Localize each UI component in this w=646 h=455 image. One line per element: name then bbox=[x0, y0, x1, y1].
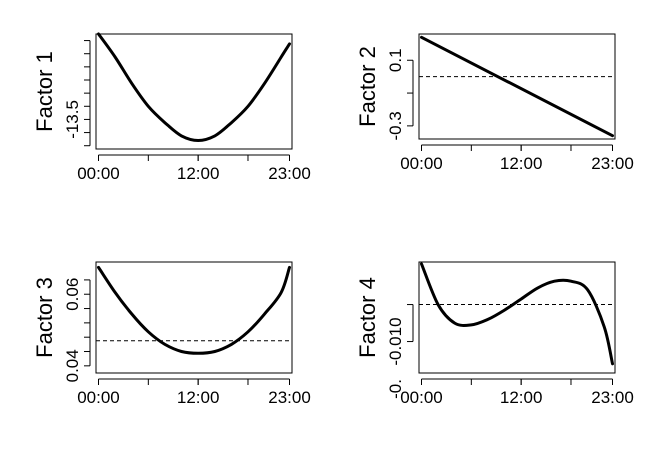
x-tick-label: 23:00 bbox=[591, 154, 634, 173]
x-tick-label: 23:00 bbox=[591, 388, 634, 407]
plot-frame bbox=[418, 261, 616, 374]
series-line bbox=[97, 265, 291, 355]
x-tick-label: 12:00 bbox=[500, 388, 543, 407]
y-tick-label: 0.1 bbox=[386, 48, 405, 72]
y-tick-label: 0.04 bbox=[63, 349, 82, 382]
x-tick-label: 00:00 bbox=[77, 388, 120, 407]
y-tick-label: -0.3 bbox=[386, 111, 405, 140]
y-tick-label: -13.5 bbox=[63, 100, 82, 139]
panel-factor-4: 00:00 12:00 23:00 -0.010 -0. Factor 4 bbox=[355, 261, 634, 407]
plot-frame bbox=[95, 261, 293, 374]
y-tick-label: -0.010 bbox=[386, 317, 405, 365]
x-tick-label: 00:00 bbox=[400, 388, 443, 407]
x-tick-label: 12:00 bbox=[500, 154, 543, 173]
x-tick-label: 23:00 bbox=[268, 164, 311, 183]
y-axis-title: Factor 2 bbox=[355, 46, 380, 127]
x-tick-label: 12:00 bbox=[177, 388, 220, 407]
panel-factor-1: 00:00 12:00 23:00 -13.5 Factor 1 bbox=[32, 32, 311, 183]
y-tick-label: -0. bbox=[386, 379, 405, 399]
x-tick-label: 00:00 bbox=[400, 154, 443, 173]
series-line bbox=[420, 35, 614, 138]
x-tick-label: 23:00 bbox=[268, 388, 311, 407]
panel-factor-3: 00:00 12:00 23:00 0.04 0.06 Factor 3 bbox=[32, 261, 311, 407]
y-tick-label: 0.06 bbox=[63, 278, 82, 311]
y-axis-title: Factor 1 bbox=[32, 51, 57, 132]
y-axis-title: Factor 4 bbox=[355, 277, 380, 358]
plot-frame bbox=[95, 33, 293, 150]
panel-factor-2: 00:00 12:00 23:00 -0.3 0.1 Factor 2 bbox=[355, 33, 634, 173]
x-tick-label: 00:00 bbox=[77, 164, 120, 183]
series-line bbox=[420, 262, 614, 366]
series-line bbox=[97, 32, 291, 142]
y-axis-title: Factor 3 bbox=[32, 277, 57, 358]
x-tick-label: 12:00 bbox=[177, 164, 220, 183]
plot-frame bbox=[418, 33, 616, 140]
